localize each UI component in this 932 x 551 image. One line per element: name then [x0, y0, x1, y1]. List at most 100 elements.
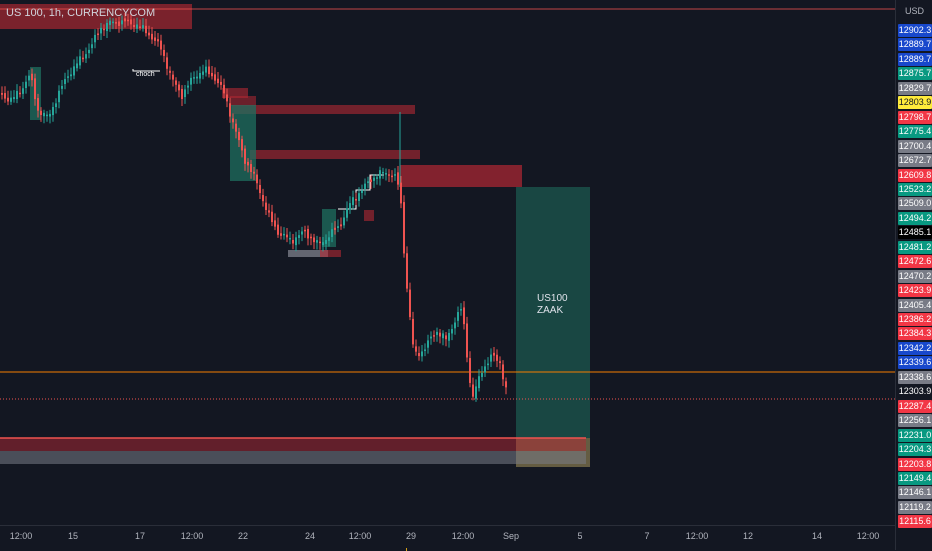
candle-body	[274, 220, 276, 227]
candle-body	[7, 97, 9, 102]
time-axis[interactable]: 12:00 15 17 12:00 22 24 12:00 29 12:00 Sep 5 7 12:00…	[0, 525, 895, 551]
candle-body	[388, 174, 390, 176]
time-label: 15	[67, 531, 79, 541]
candle-body	[169, 70, 171, 73]
candle-body	[397, 172, 399, 185]
price-label: 12149.4	[898, 471, 932, 485]
price-label: 12902.3	[898, 24, 932, 37]
price-label: 12889.7	[898, 52, 932, 66]
chart-pane[interactable]: US 100, 1h, CURRENCYCOM choch US100 ZAAK	[0, 0, 895, 525]
low-zone-red[interactable]	[320, 250, 341, 257]
candle-body	[361, 190, 363, 194]
choch-line[interactable]	[132, 69, 160, 72]
long-position-profit-zone[interactable]	[516, 187, 590, 438]
candle-body	[499, 361, 501, 364]
candle-body	[145, 25, 147, 34]
supply-zone-5[interactable]	[400, 165, 522, 187]
candle-body	[127, 19, 129, 22]
candle-body	[52, 107, 54, 116]
bottom-target-zone[interactable]	[0, 451, 586, 464]
time-label: 7	[644, 531, 650, 541]
candle-body	[469, 358, 471, 383]
low-zone-gray[interactable]	[288, 250, 328, 257]
choch-label: choch	[136, 71, 155, 78]
candle-body	[115, 22, 117, 24]
candle-body	[490, 354, 492, 362]
supply-zone-top[interactable]	[0, 4, 192, 29]
candle-body	[181, 88, 183, 100]
price-label: 12494.2	[898, 211, 932, 225]
candle-body	[310, 236, 312, 239]
candle-body	[163, 49, 165, 56]
price-label: 12204.3	[898, 443, 932, 457]
supply-zone-2[interactable]	[230, 96, 256, 106]
price-label: 12115.6	[898, 515, 932, 529]
candle-body	[457, 312, 459, 321]
candle-body	[313, 237, 315, 243]
candle-body	[43, 112, 45, 117]
candle-body	[343, 217, 345, 226]
price-label: 12386.2	[898, 313, 932, 326]
candle-body	[373, 177, 375, 181]
candle-body	[220, 81, 222, 85]
candle-body	[367, 181, 369, 183]
price-label: 12287.4	[898, 399, 932, 413]
candle-body	[280, 233, 282, 236]
candle-body	[439, 332, 441, 337]
candle-body	[271, 211, 273, 223]
candle-body	[256, 174, 258, 184]
candle-body	[118, 21, 120, 26]
time-label: 24	[304, 531, 316, 541]
candle-body	[13, 97, 15, 100]
price-label: 12339.6	[898, 356, 932, 370]
time-label: Sep	[502, 531, 520, 541]
supply-zone-3[interactable]	[232, 105, 415, 114]
candle-body	[481, 373, 483, 377]
price-label: 12672.7	[898, 154, 932, 168]
candle-body	[340, 224, 342, 227]
candle-body	[328, 237, 330, 241]
price-label: 12303.9	[898, 385, 932, 399]
price-label: 12384.3	[898, 327, 932, 341]
candle-body	[130, 19, 132, 25]
supply-zone-1[interactable]	[222, 88, 248, 98]
candle-body	[208, 66, 210, 75]
candle-body	[346, 208, 348, 218]
supply-zone-small[interactable]	[364, 210, 374, 221]
candle-body	[502, 364, 504, 380]
candle-body	[415, 346, 417, 352]
candle-body	[22, 88, 24, 94]
time-label: 12:00	[451, 531, 475, 541]
candle-body	[25, 81, 27, 89]
candle-body	[58, 90, 60, 103]
time-label: 12:00	[348, 531, 372, 541]
candle-body	[424, 349, 426, 351]
candle-body	[229, 103, 231, 117]
candle-body	[487, 363, 489, 366]
price-label: 12803.9	[898, 96, 932, 110]
time-label: 14	[811, 531, 823, 541]
supply-zone-4[interactable]	[250, 150, 420, 159]
bottom-supply-zone[interactable]	[0, 438, 586, 451]
price-label: 12509.0	[898, 197, 932, 211]
candle-body	[238, 131, 240, 141]
price-label: 12423.9	[898, 284, 932, 298]
candle-body	[337, 226, 339, 228]
candle-body	[157, 39, 159, 42]
price-label: 12829.7	[898, 81, 932, 95]
candle-body	[445, 335, 447, 340]
candle-body	[94, 34, 96, 43]
price-axis[interactable]: USD 12902.3 12889.7 12889.7 12875.7 12829.7 1…	[895, 0, 932, 550]
symbol-title[interactable]: US 100, 1h, CURRENCYCOM	[6, 7, 156, 19]
time-label: 12:00	[180, 531, 204, 541]
candle-body	[370, 179, 372, 182]
candle-body	[112, 21, 114, 24]
candle-body	[202, 71, 204, 75]
candle-body	[283, 233, 285, 236]
price-chart[interactable]	[0, 0, 895, 525]
time-label: 12:00	[856, 531, 880, 541]
price-label: 12775.4	[898, 125, 932, 139]
candle-body	[379, 170, 381, 179]
candle-body	[151, 33, 153, 40]
position-label-line1: US100	[537, 293, 568, 304]
